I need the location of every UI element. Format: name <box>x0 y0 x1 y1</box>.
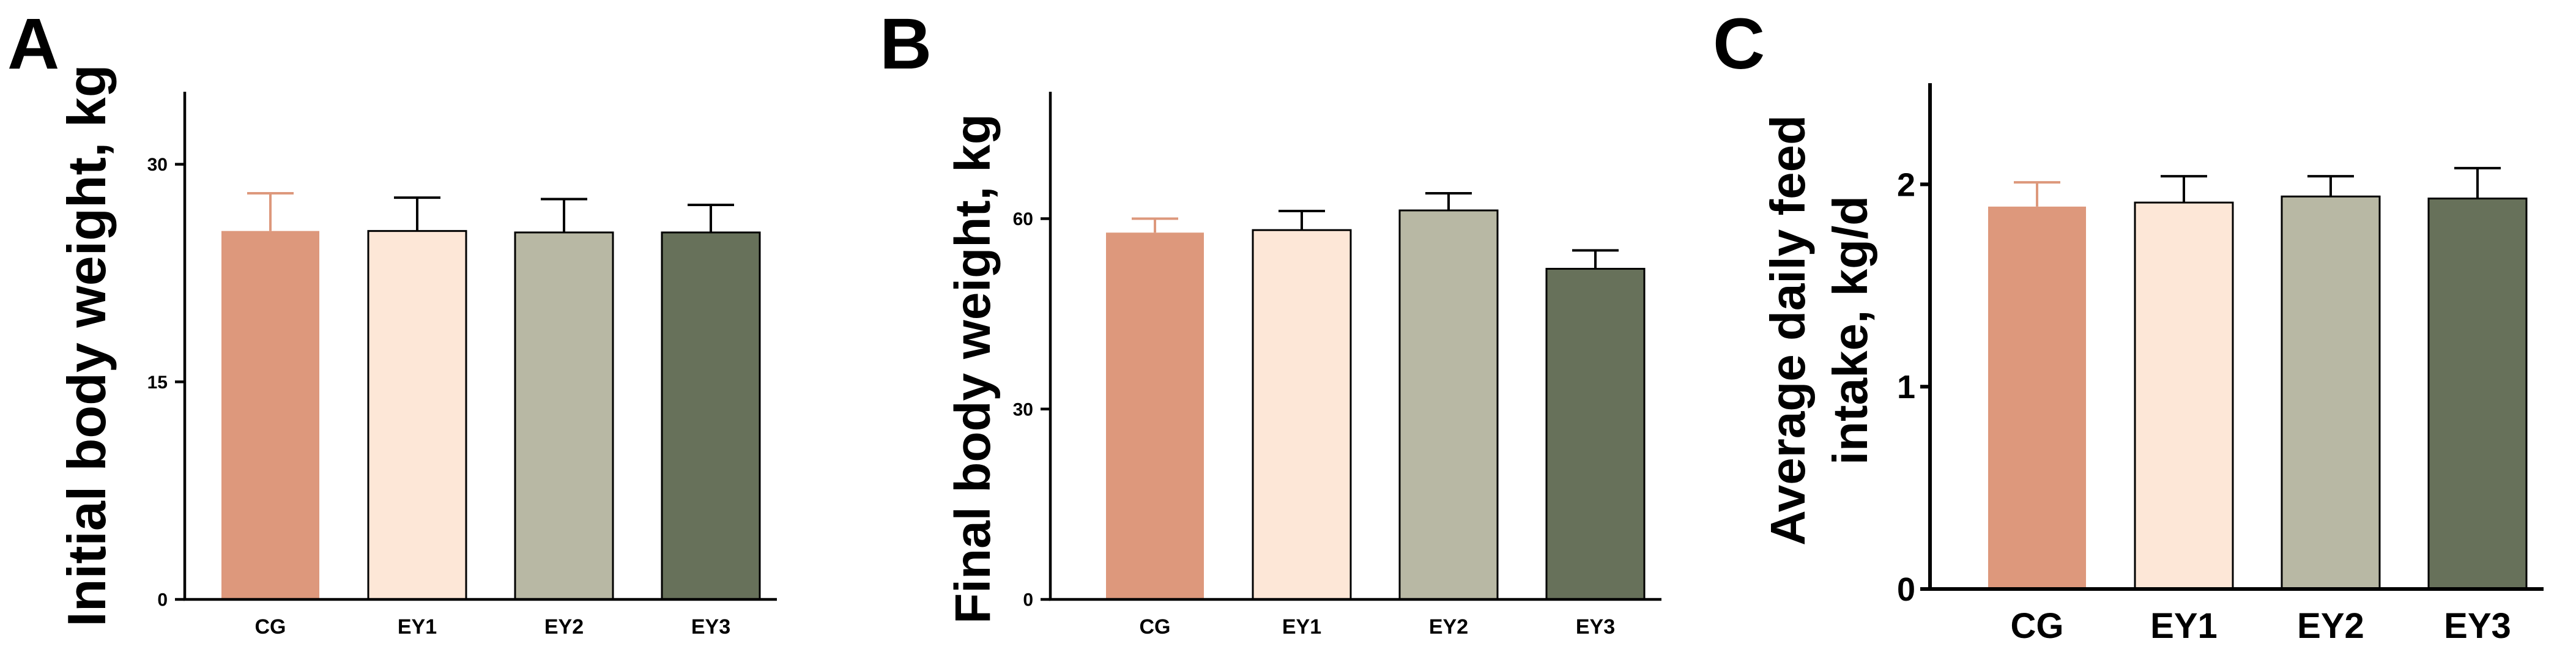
panel-c-letter: C <box>1713 4 1765 84</box>
panel-c: C Average daily feed intake, kg/d CG EY1 E… <box>1713 4 2544 646</box>
panel-b-x-tick-label-ey1: EY1 <box>1282 615 1321 639</box>
panel-c-x-tick-label-ey2: EY2 <box>2297 606 2364 646</box>
panel-b-x-tick-label-ey3: EY3 <box>1576 615 1615 639</box>
panel-b-y-tick-label: 30 <box>1013 399 1033 420</box>
panel-c-bar-ey2 <box>2281 195 2381 590</box>
panel-a-bar-ey3 <box>661 231 761 601</box>
panel-a-bar-cg <box>221 231 319 600</box>
panel-c-y-tick-label: 1 <box>1897 369 1915 406</box>
panel-c-y-axis-label-line-2: intake, kg/d <box>1823 196 1877 465</box>
panel-b-bar-ey1 <box>1252 229 1352 601</box>
panel-a-bar-ey2 <box>514 231 614 601</box>
panel-b-y-tick-label: 0 <box>1023 590 1033 610</box>
panel-c-bar-ey1 <box>2134 201 2234 590</box>
panel-c-bar-ey3 <box>2427 198 2528 590</box>
panel-a-bar-ey1 <box>367 230 467 601</box>
panel-c-x-tick-label-ey3: EY3 <box>2444 606 2511 646</box>
panel-a-y-tick-label: 15 <box>147 372 168 393</box>
panel-a-letter: A <box>7 4 59 84</box>
panel-b-bar-ey3 <box>1545 267 1646 601</box>
panel-a-x-tick-label-ey2: EY2 <box>544 615 584 639</box>
panel-c-x-tick-label-ey1: EY1 <box>2150 606 2218 646</box>
panel-b-x-tick-label-ey2: EY2 <box>1429 615 1468 639</box>
panel-a-x-tick-label-cg: CG <box>255 615 286 639</box>
panel-b-x-tick-label-cg: CG <box>1140 615 1171 639</box>
panel-b-y-axis-label: Final body weight, kg <box>945 114 1001 624</box>
panel-b-bar-cg <box>1106 232 1204 599</box>
panel-c-bar-cg <box>1988 206 2086 590</box>
panel-b-y-tick-label: 60 <box>1013 209 1033 229</box>
panel-a: A Initial body weight, kg CG EY1 EY2 EY3 0 15… <box>7 4 777 639</box>
panel-c-x-tick-label-cg: CG <box>2011 606 2064 646</box>
panel-a-y-tick-label: 0 <box>157 590 168 610</box>
panel-a-x-tick-label-ey1: EY1 <box>398 615 437 639</box>
panel-a-y-axis-label: Initial body weight, kg <box>56 64 117 626</box>
panel-a-x-tick-label-ey3: EY3 <box>691 615 730 639</box>
panel-b-letter: B <box>880 4 932 84</box>
panel-a-y-tick-label: 30 <box>147 155 168 175</box>
panel-c-y-tick-label: 2 <box>1897 166 1915 203</box>
panel-c-y-axis-label-line-1: Average daily feed <box>1761 115 1815 546</box>
panel-c-y-tick-label: 0 <box>1897 571 1915 608</box>
panel-b-bar-ey2 <box>1398 209 1499 601</box>
panel-b: B Final body weight, kg CG EY1 EY2 EY3 0 30 60 <box>880 4 1661 639</box>
